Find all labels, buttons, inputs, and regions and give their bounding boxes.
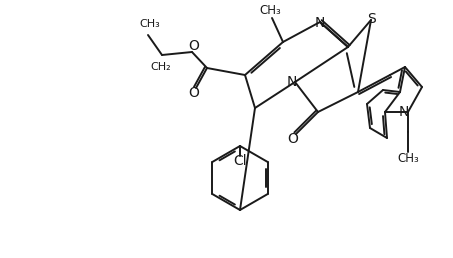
- Text: Cl: Cl: [233, 154, 247, 168]
- Text: CH₂: CH₂: [151, 62, 171, 72]
- Text: CH₃: CH₃: [259, 4, 281, 18]
- Text: N: N: [287, 75, 297, 89]
- Text: O: O: [188, 86, 199, 100]
- Text: O: O: [188, 39, 199, 53]
- Text: O: O: [288, 132, 299, 146]
- Text: S: S: [368, 12, 376, 26]
- Text: N: N: [399, 105, 409, 119]
- Text: CH₃: CH₃: [140, 19, 160, 29]
- Text: CH₃: CH₃: [397, 152, 419, 165]
- Text: N: N: [315, 16, 325, 30]
